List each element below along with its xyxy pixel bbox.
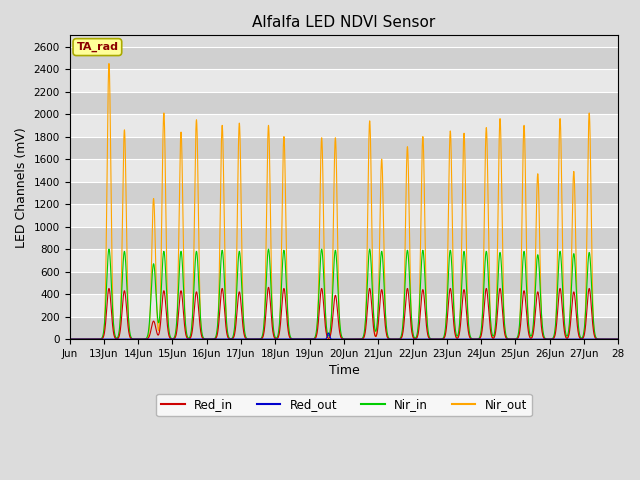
Nir_out [614,336,622,342]
Bar [70,317,618,339]
Red_in [99,336,106,341]
Red_out [68,336,76,342]
Nir_in [173,313,181,319]
Red_in [88,336,96,342]
Bar [70,92,618,114]
Bar [70,227,618,249]
Nir_out [105,60,113,66]
Bar [70,272,618,294]
Red_out [324,330,332,336]
Bar [70,159,618,181]
Bar [70,204,618,227]
Legend: Red_in, Red_out, Nir_in, Nir_out: Red_in, Red_out, Nir_in, Nir_out [156,394,532,416]
Nir_out [99,336,106,341]
Nir_in [366,246,374,252]
Bar [70,114,618,137]
Red_out [66,336,74,342]
Bar [70,137,618,159]
Nir_in [99,334,106,340]
Nir_out [586,110,593,116]
Red_out [586,336,593,342]
Red_in [66,336,74,342]
Bar [70,181,618,204]
Line: Nir_out: Nir_out [70,63,618,339]
Nir_out [334,253,342,259]
Nir_out [173,310,181,316]
Red_out [334,336,342,342]
Nir_in [586,250,593,255]
Red_in [334,313,342,319]
Nir_in [68,336,76,342]
Nir_in [614,336,622,342]
Red_in [614,336,622,342]
Y-axis label: LED Channels (mV): LED Channels (mV) [15,127,28,248]
Line: Nir_in: Nir_in [70,249,618,339]
Bar [70,47,618,69]
Title: Alfalfa LED NDVI Sensor: Alfalfa LED NDVI Sensor [252,15,436,30]
Nir_in [334,284,342,289]
Line: Red_in: Red_in [70,288,618,339]
Line: Red_out: Red_out [70,333,618,339]
Red_out [614,336,622,342]
Red_out [88,336,96,342]
Red_in [68,336,76,342]
Red_out [173,336,181,342]
Nir_out [68,336,76,342]
Nir_out [66,336,74,342]
Bar [70,69,618,92]
Red_in [173,326,181,332]
Nir_out [88,336,96,342]
Red_in [265,285,273,290]
Red_in [586,286,593,291]
Nir_in [66,336,74,342]
X-axis label: Time: Time [328,364,359,377]
Nir_in [88,336,96,342]
Bar [70,294,618,317]
Red_out [99,336,106,342]
Bar [70,249,618,272]
Text: TA_rad: TA_rad [76,42,118,52]
